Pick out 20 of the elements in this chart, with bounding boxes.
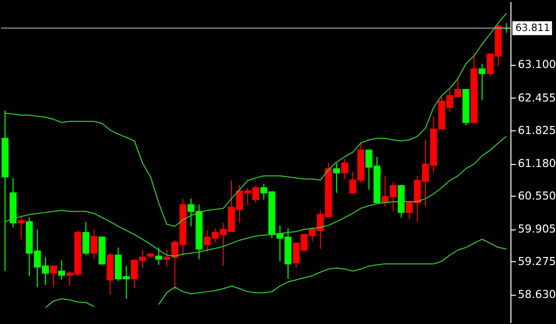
y-tick-label: 61.180 [518,157,556,170]
y-tick-label: 62.455 [518,91,556,104]
y-tick-label: 60.550 [518,189,556,202]
candlestick [155,246,162,266]
candlestick [341,158,348,180]
candlestick [478,63,486,101]
candlestick [58,260,66,280]
y-tick-label: 61.825 [518,124,556,137]
y-tick-label: 59.905 [518,222,556,236]
y-tick-label: 59.275 [518,255,556,268]
ref-line-label: 63.811 [515,23,550,34]
candlestick [333,162,340,194]
y-tick-label: 63.100 [518,58,556,72]
y-tick-label: 58.630 [518,288,556,302]
candlestick [50,265,58,288]
candlestick [82,221,90,256]
candlestick [18,215,25,240]
line-series [4,12,507,227]
candlestick [90,228,98,259]
line-series [4,136,507,257]
